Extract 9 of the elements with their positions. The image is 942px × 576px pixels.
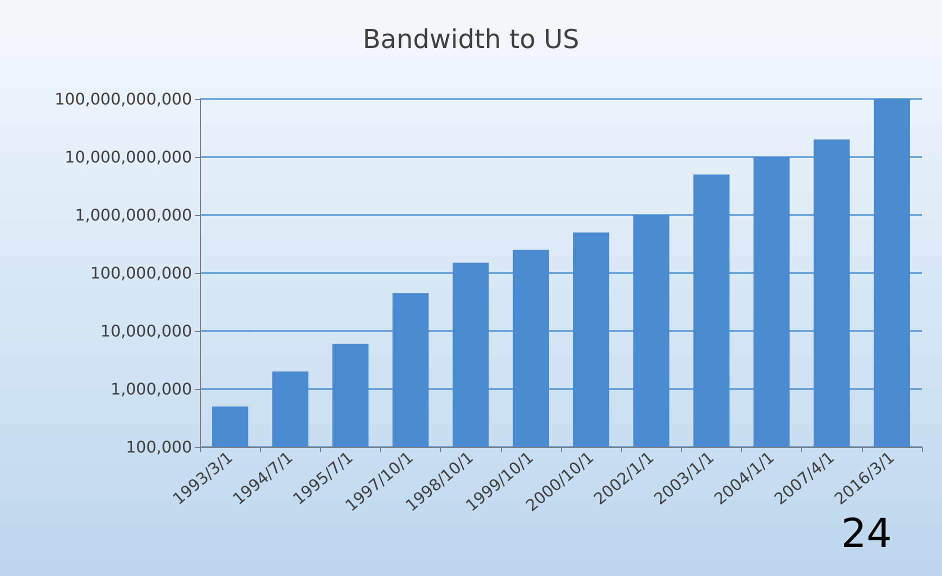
y-tick-label: 100,000,000 [90,264,192,282]
y-tick-label: 1,000,000 [110,380,192,398]
y-tick-label: 10,000,000,000 [64,148,192,166]
y-tick-label: 100,000,000,000 [54,90,192,108]
y-tick-label: 1,000,000,000 [74,206,192,224]
y-tick-label: 100,000 [126,438,192,456]
text: 24 [841,511,892,557]
chart-title: Bandwidth to US [362,25,580,55]
y-tick-label: 10,000,000 [100,322,192,340]
